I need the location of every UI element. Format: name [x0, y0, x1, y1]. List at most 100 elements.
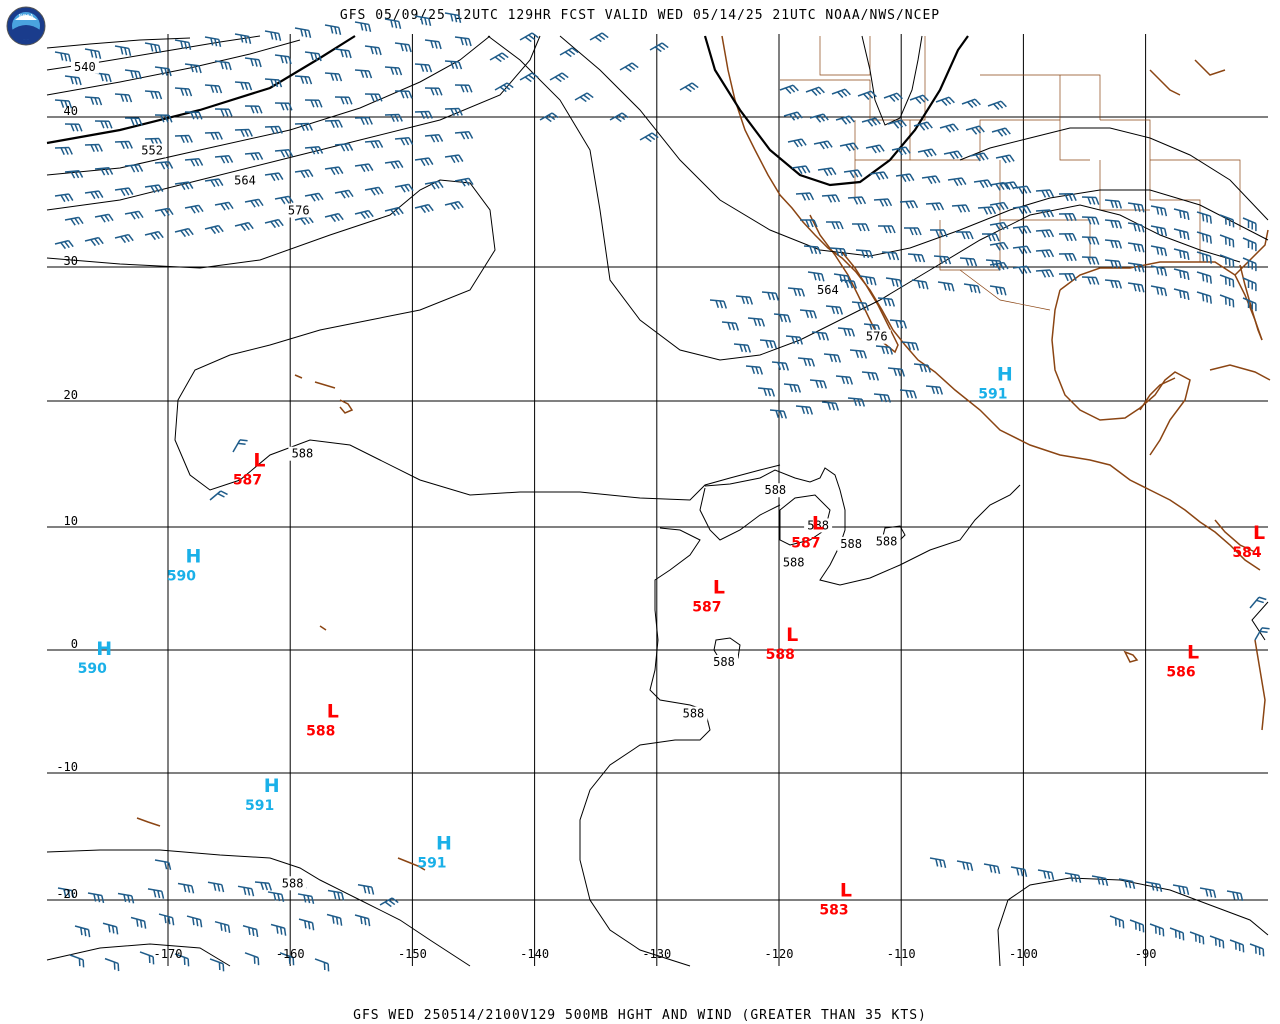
wind-barb: [384, 206, 404, 217]
wind-barb: [204, 224, 224, 235]
wind-barb: [1150, 205, 1168, 217]
wind-barb: [84, 143, 103, 153]
wind-barb: [114, 140, 133, 150]
wind-barb: [721, 321, 740, 331]
wind-barb: [935, 96, 955, 107]
lon-tick-label: -140: [520, 947, 549, 961]
pressure-center-letter: L: [786, 624, 798, 646]
wind-barb: [1219, 234, 1235, 248]
wind-barb: [1150, 285, 1168, 297]
wind-barb: [783, 111, 803, 121]
contour-label: 564: [817, 283, 839, 297]
wind-barb: [424, 180, 444, 190]
wind-barb: [826, 221, 844, 230]
wind-barb: [933, 255, 952, 265]
contour-label: 576: [288, 204, 310, 218]
wind-barb: [357, 883, 375, 895]
map-header-title: GFS 05/09/25 12UTC 129HR FCST VALID WED …: [339, 8, 941, 23]
wind-barb: [154, 161, 174, 170]
wind-barb: [94, 120, 113, 129]
wind-barb: [1145, 881, 1163, 893]
wind-barb: [254, 881, 273, 891]
wind-barbs: [54, 12, 1270, 972]
wind-barb: [1091, 875, 1109, 887]
wind-barb: [264, 78, 283, 88]
wind-barb: [679, 82, 699, 93]
wind-barb: [1196, 251, 1212, 264]
wind-barb: [144, 184, 164, 194]
wind-barb: [114, 233, 134, 244]
wind-barb: [1219, 274, 1235, 288]
wind-barb: [574, 92, 594, 103]
wind-barb: [1219, 214, 1235, 228]
pressure-center-value: 588: [766, 647, 795, 663]
pressure-center-value: 588: [306, 723, 335, 739]
wind-barb: [831, 88, 851, 99]
wind-barb: [759, 339, 778, 349]
wind-barb: [304, 192, 324, 202]
wind-barb: [1104, 219, 1123, 229]
wind-barb: [1254, 627, 1270, 641]
wind-barb: [104, 957, 120, 972]
height-contour: [703, 35, 969, 187]
wind-barb: [147, 888, 165, 899]
wind-barb: [384, 113, 403, 123]
wind-barb: [907, 253, 926, 263]
wind-barb: [174, 953, 190, 967]
wind-barb: [1242, 277, 1257, 292]
wind-barb: [124, 117, 143, 126]
map-footer-title: GFS WED 250514/2100V129 500MB HGHT AND W…: [353, 1008, 927, 1023]
contour-label: 564: [234, 174, 256, 188]
wind-barb: [1035, 249, 1055, 258]
pressure-center-letter: H: [997, 363, 1013, 385]
wind-barb: [1249, 596, 1267, 609]
wind-barb: [1104, 199, 1123, 209]
wind-barb: [1035, 189, 1055, 198]
wind-barb: [1035, 269, 1055, 278]
height-contour: [559, 35, 1269, 257]
contour-labels: 540 552 564 576 564 576 588 588 588 588 588 588 588 5…: [70, 59, 901, 891]
wind-barb: [264, 125, 283, 135]
wind-barb: [84, 236, 104, 247]
wind-barb: [1127, 242, 1145, 253]
wind-barb: [394, 183, 414, 193]
wind-barb: [835, 115, 855, 125]
pressure-center-letter: L: [812, 512, 824, 534]
wind-barb: [989, 181, 1009, 191]
wind-barb: [414, 203, 434, 214]
height-contour: [46, 39, 301, 96]
wind-barb: [795, 192, 815, 201]
height-contour: [46, 849, 471, 967]
height-contour: [46, 35, 491, 176]
wind-barb: [787, 287, 806, 297]
height-contour: [997, 877, 1269, 967]
wind-barb: [274, 102, 293, 111]
wind-barb: [454, 131, 474, 140]
wind-barb: [1209, 935, 1225, 949]
wind-barb: [454, 177, 474, 187]
wind-barb: [1199, 887, 1217, 899]
wind-barb: [877, 297, 896, 307]
pressure-center-value: 586: [1166, 664, 1195, 680]
wind-barb: [889, 319, 908, 329]
wind-barb: [324, 24, 342, 36]
pressure-center-letter: L: [253, 450, 265, 472]
lon-tick-label: -160: [276, 947, 305, 961]
wind-barb: [234, 81, 253, 91]
wind-barb: [887, 367, 906, 377]
wind-barb: [821, 194, 841, 203]
pressure-center-value: 591: [245, 798, 274, 814]
wind-barb: [334, 48, 352, 59]
height-contour: [861, 35, 923, 126]
wind-barb: [209, 958, 225, 972]
contour-label: 588: [764, 483, 786, 497]
wind-barb: [184, 158, 204, 167]
wind-barb: [324, 72, 343, 82]
wind-barb: [354, 21, 372, 33]
wind-barb: [843, 169, 863, 179]
wind-barb: [1173, 268, 1190, 281]
